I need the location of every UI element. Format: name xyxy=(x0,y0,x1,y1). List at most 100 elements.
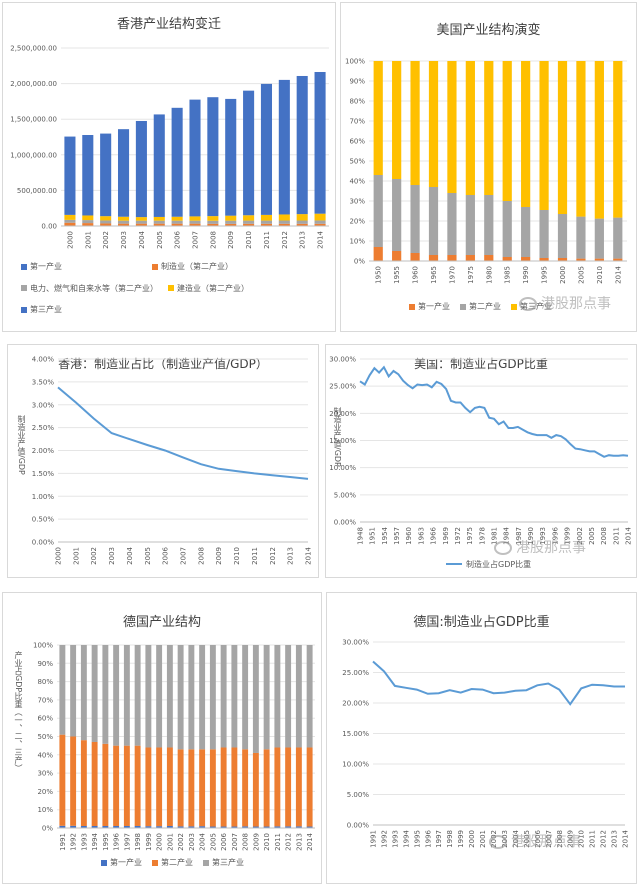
bar-segment xyxy=(199,826,206,828)
wechat-icon xyxy=(489,835,507,849)
bar-segment xyxy=(576,61,586,217)
hk-structure-panel: 香港产业结构变迁 0.00 500,000.00 1,000,000.00 1,500… xyxy=(2,2,336,332)
x-tick-label: 2000 xyxy=(66,231,74,249)
bar-segment xyxy=(465,61,475,195)
x-tick-label: 1991 xyxy=(59,833,67,851)
x-tick-label: 1996 xyxy=(424,829,432,847)
y-tick-label: 0.00% xyxy=(347,822,370,830)
x-tick-label: 1992 xyxy=(70,833,78,851)
x-tick-label: 2004 xyxy=(512,829,520,847)
bar-segment xyxy=(117,129,130,217)
chart-title: 德国产业结构 xyxy=(122,615,201,630)
bar-segment xyxy=(220,747,227,827)
bar-segment xyxy=(296,75,308,215)
x-tick-label: 2005 xyxy=(144,547,152,565)
x-tick-label: 1969 xyxy=(442,527,450,545)
y-tick-label: 30% xyxy=(37,770,53,778)
x-tick-label: 2006 xyxy=(174,230,182,248)
bar-segment xyxy=(231,645,238,748)
bar-segment xyxy=(153,114,165,217)
y-tick-label: 0% xyxy=(42,825,53,833)
bar-segment xyxy=(428,61,439,187)
x-tick-label: 2009 xyxy=(567,830,575,848)
bar-segment xyxy=(392,179,402,251)
x-tick-label: 2009 xyxy=(252,833,260,851)
bar-segment xyxy=(410,61,420,185)
legend-item: 第一产业 xyxy=(21,261,62,272)
series-line xyxy=(57,386,309,480)
bar-segment xyxy=(145,747,152,827)
bar-segment xyxy=(521,61,531,207)
x-tick-label: 1951 xyxy=(369,527,377,545)
y-tick-label: 20% xyxy=(37,788,53,796)
x-tick-label: 1984 xyxy=(503,526,511,544)
y-tick-label: 5.00% xyxy=(347,791,370,799)
bar-segment xyxy=(123,645,130,746)
bar-segment xyxy=(64,136,76,215)
bar-segment xyxy=(64,222,76,226)
x-tick-label: 2001 xyxy=(72,547,80,565)
bar-segment xyxy=(243,220,255,224)
bar-segment xyxy=(231,826,238,828)
legend-item: 电力、燃气和自来水等（第二产业） xyxy=(21,283,158,294)
x-tick-label: 2008 xyxy=(209,231,217,249)
y-tick-label: 0.50% xyxy=(32,516,55,524)
bar-segment xyxy=(314,220,326,224)
legend-item: 第二产业 xyxy=(460,301,501,312)
bar-segment xyxy=(82,220,94,224)
bar-segment xyxy=(278,214,290,221)
x-tick-label: 2006 xyxy=(220,832,228,850)
bar-segment xyxy=(296,223,308,226)
x-tick-label: 1972 xyxy=(454,527,462,545)
x-tick-label: 1970 xyxy=(448,266,456,284)
bar-segment xyxy=(156,747,163,827)
x-tick-label: 2001 xyxy=(166,833,174,851)
bar-segment xyxy=(100,216,112,221)
x-tick-label: 2006 xyxy=(162,546,170,564)
bar-segment xyxy=(576,216,586,259)
y-tick-label: 10% xyxy=(349,238,365,246)
bar-segment xyxy=(166,825,173,828)
bar-segment xyxy=(225,223,237,226)
bar-segment xyxy=(102,645,109,744)
x-tick-label: 2014 xyxy=(306,832,314,850)
wechat-icon xyxy=(519,297,537,311)
bar-segment xyxy=(263,749,270,827)
x-tick-label: 2008 xyxy=(556,830,564,848)
bar-segment xyxy=(285,826,292,828)
x-tick-label: 2014 xyxy=(622,829,630,847)
bar-segment xyxy=(207,216,219,221)
bar-segment xyxy=(113,825,120,828)
x-tick-label: 2011 xyxy=(251,547,259,565)
chart-title: 德国:制造业占GDP比重 xyxy=(413,615,550,630)
bar-segment xyxy=(80,825,87,828)
bar-segment xyxy=(135,220,147,224)
x-tick-label: 2004 xyxy=(199,832,207,850)
bar-segment xyxy=(260,83,273,215)
bar-segment xyxy=(156,645,163,748)
hk-mfg-chart: 0.00% 0.50% 1.00% 1.50% 2.00% 2.50% 3.00% 3.50%… xyxy=(32,356,313,565)
bar-segment xyxy=(484,61,494,195)
bar-segment xyxy=(189,220,201,224)
watermark: 港股那点事 xyxy=(489,831,581,851)
bar-segment xyxy=(392,251,402,261)
x-tick-label: 2007 xyxy=(192,231,200,249)
de-structure-chart: 0%10%20%30%40%50%60%70%80%90%100%1991 199… xyxy=(33,642,315,851)
bar-segment xyxy=(135,120,147,218)
x-tick-label: 2014 xyxy=(317,230,325,248)
legend-item: 制造业占GDP比重 xyxy=(446,559,531,570)
x-tick-label: 2008 xyxy=(197,547,205,565)
x-tick-label: 1954 xyxy=(381,526,389,544)
bar-segment xyxy=(502,61,512,201)
us-mfg-chart: 0.00% 5.00% 10.00% 15.00% 20.00% 25.00% 30.00%… xyxy=(329,356,632,545)
bar-segment xyxy=(166,645,173,748)
x-tick-label: 1996 xyxy=(113,832,121,850)
bar-segment xyxy=(123,745,130,826)
x-tick-label: 2003 xyxy=(108,547,116,565)
bar-segment xyxy=(59,825,66,828)
bar-segment xyxy=(70,736,77,826)
bar-segment xyxy=(613,217,623,259)
bar-segment xyxy=(153,220,165,224)
x-tick-label: 1997 xyxy=(123,833,131,851)
bar-segment xyxy=(171,216,183,221)
